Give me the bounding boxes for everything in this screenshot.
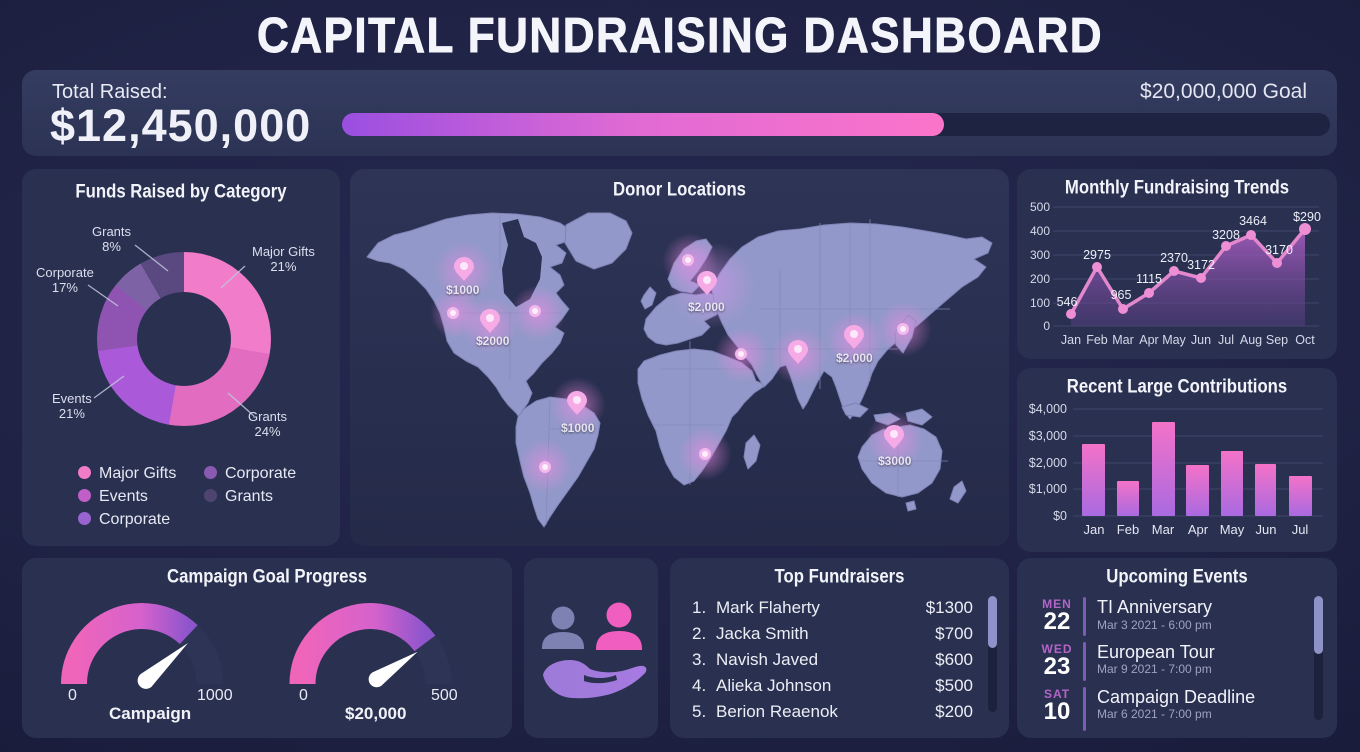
svg-text:$290: $290 <box>1293 210 1321 224</box>
svg-text:Feb: Feb <box>1117 522 1139 537</box>
svg-text:100: 100 <box>1030 296 1050 310</box>
svg-text:Aug: Aug <box>1240 333 1262 347</box>
svg-text:Apr: Apr <box>1188 522 1209 537</box>
svg-text:Jul: Jul <box>1292 522 1309 537</box>
svg-text:Jan: Jan <box>1084 522 1105 537</box>
svg-text:3170: 3170 <box>1265 243 1293 257</box>
svg-text:$0: $0 <box>1053 509 1067 523</box>
svg-text:Sep: Sep <box>1266 333 1288 347</box>
svg-text:May: May <box>1220 522 1245 537</box>
svg-text:Jan: Jan <box>1061 333 1081 347</box>
svg-text:2975: 2975 <box>1083 248 1111 262</box>
svg-text:May: May <box>1162 333 1186 347</box>
svg-text:$1,000: $1,000 <box>1029 482 1067 496</box>
svg-text:3208: 3208 <box>1212 228 1240 242</box>
svg-text:$3,000: $3,000 <box>1029 429 1067 443</box>
svg-text:Jun: Jun <box>1191 333 1211 347</box>
svg-text:200: 200 <box>1030 272 1050 286</box>
svg-text:Feb: Feb <box>1086 333 1108 347</box>
svg-text:Mar: Mar <box>1152 522 1175 537</box>
svg-text:Jun: Jun <box>1256 522 1277 537</box>
svg-text:3464: 3464 <box>1239 214 1267 228</box>
svg-text:3172: 3172 <box>1187 258 1215 272</box>
svg-text:$2,000: $2,000 <box>1029 456 1067 470</box>
svg-text:$4,000: $4,000 <box>1029 402 1067 416</box>
svg-text:300: 300 <box>1030 248 1050 262</box>
svg-text:Apr: Apr <box>1139 333 1158 347</box>
svg-text:400: 400 <box>1030 224 1050 238</box>
svg-text:2370: 2370 <box>1160 251 1188 265</box>
svg-text:546: 546 <box>1057 295 1078 309</box>
svg-text:0: 0 <box>1043 319 1050 333</box>
svg-text:965: 965 <box>1111 288 1132 302</box>
svg-text:Mar: Mar <box>1112 333 1134 347</box>
svg-text:500: 500 <box>1030 200 1050 214</box>
svg-text:Jul: Jul <box>1218 333 1234 347</box>
svg-text:1115: 1115 <box>1136 272 1162 286</box>
svg-text:Oct: Oct <box>1295 333 1315 347</box>
